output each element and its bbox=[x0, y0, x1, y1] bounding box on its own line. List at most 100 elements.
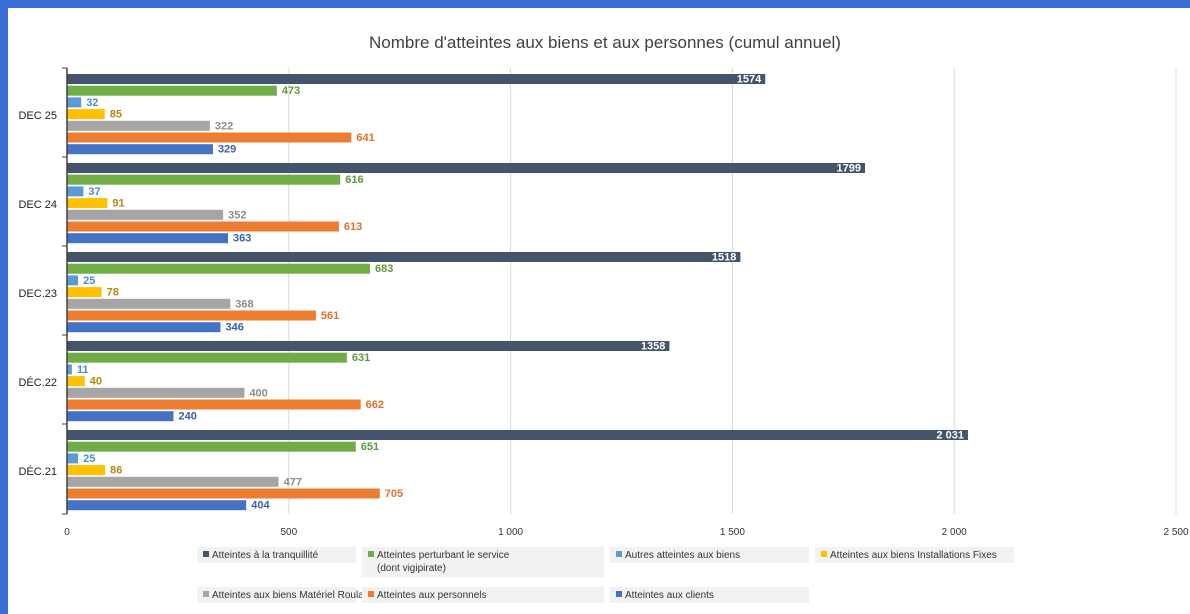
x-tick-label: 500 bbox=[280, 527, 297, 538]
bar bbox=[67, 287, 102, 298]
legend-item-bg bbox=[197, 547, 356, 563]
legend-swatch bbox=[821, 551, 827, 557]
data-label: 240 bbox=[178, 411, 196, 423]
bar bbox=[67, 186, 84, 197]
bar bbox=[67, 399, 361, 410]
data-label: 40 bbox=[90, 376, 102, 388]
data-label: 2 031 bbox=[936, 430, 964, 442]
data-label: 78 bbox=[107, 287, 119, 299]
data-label: 641 bbox=[356, 132, 374, 144]
data-label: 613 bbox=[344, 221, 362, 233]
category-label: DEC.23 bbox=[18, 288, 57, 300]
bar bbox=[67, 465, 106, 476]
category-label: DEC 25 bbox=[18, 110, 57, 122]
x-tick-label: 2 500 bbox=[1163, 527, 1188, 538]
legend-swatch bbox=[616, 591, 622, 597]
category-label: DÉC.21 bbox=[18, 465, 57, 478]
bar bbox=[67, 352, 347, 363]
bar bbox=[67, 209, 224, 220]
legend-label: Autres atteintes aux biens bbox=[625, 550, 740, 561]
bar bbox=[67, 488, 380, 499]
data-label: 352 bbox=[228, 209, 246, 221]
bar bbox=[67, 476, 279, 487]
legend-label: (dont vigipirate) bbox=[377, 563, 446, 574]
legend-label: Atteintes perturbant le service bbox=[377, 550, 510, 561]
bar bbox=[67, 341, 670, 351]
data-label: 683 bbox=[375, 263, 393, 275]
legend-label: Atteintes aux personnels bbox=[377, 590, 487, 601]
data-label: 1574 bbox=[737, 74, 762, 86]
bar bbox=[67, 263, 370, 274]
bar bbox=[67, 411, 174, 422]
data-label: 32 bbox=[86, 97, 98, 109]
legend-item-bg bbox=[197, 587, 356, 603]
legend-label: Atteintes aux biens Matériel Roulant bbox=[212, 590, 372, 601]
bar bbox=[67, 97, 82, 108]
chart-title: Nombre d'atteintes aux biens et aux pers… bbox=[369, 33, 841, 52]
data-label: 11 bbox=[77, 364, 89, 376]
x-tick-label: 0 bbox=[64, 527, 70, 538]
bar bbox=[67, 233, 229, 244]
data-label: 662 bbox=[366, 399, 384, 411]
legend-swatch bbox=[368, 591, 374, 597]
bar bbox=[67, 430, 968, 440]
data-label: 473 bbox=[282, 85, 300, 97]
data-label: 25 bbox=[83, 453, 95, 465]
legend-item-bg bbox=[610, 547, 809, 563]
data-label: 477 bbox=[284, 476, 302, 488]
data-label: 561 bbox=[321, 310, 339, 322]
legend: Atteintes à la tranquillité Atteintes per… bbox=[197, 547, 1014, 603]
bar bbox=[67, 310, 316, 321]
data-label: 85 bbox=[110, 109, 122, 121]
bar bbox=[67, 322, 221, 333]
legend-swatch bbox=[616, 551, 622, 557]
bar bbox=[67, 163, 866, 173]
data-label: 346 bbox=[225, 322, 243, 334]
bar bbox=[67, 453, 79, 464]
legend-item-bg bbox=[815, 547, 1014, 563]
bar bbox=[67, 441, 356, 452]
x-tick-label: 2 000 bbox=[942, 527, 967, 538]
data-label: 91 bbox=[112, 198, 124, 210]
data-labels: 1574 473 32 85 322 641 329 1799 616 37 91 352 613 363… bbox=[77, 74, 964, 512]
bar bbox=[67, 298, 231, 309]
bar bbox=[67, 275, 79, 286]
axes: 0 500 1 000 1 500 2 000 2 500 DEC 25 DEC 24 DEC.… bbox=[18, 67, 1189, 538]
data-label: 37 bbox=[88, 186, 100, 198]
bar bbox=[67, 174, 341, 185]
bar bbox=[67, 109, 105, 120]
legend-label: Atteintes à la tranquillité bbox=[212, 550, 319, 561]
data-label: 705 bbox=[385, 488, 403, 500]
data-label: 363 bbox=[233, 233, 251, 245]
data-label: 616 bbox=[345, 174, 363, 186]
bars bbox=[67, 74, 968, 511]
data-label: 404 bbox=[251, 500, 270, 512]
bar bbox=[67, 198, 108, 209]
data-label: 25 bbox=[83, 275, 95, 287]
bar bbox=[67, 144, 213, 155]
gridlines bbox=[288, 68, 1177, 514]
legend-swatch bbox=[203, 551, 209, 557]
bar bbox=[67, 376, 85, 387]
bar bbox=[67, 500, 247, 511]
legend-swatch bbox=[368, 551, 374, 557]
bar bbox=[67, 252, 741, 262]
data-label: 400 bbox=[249, 387, 267, 399]
data-label: 322 bbox=[215, 120, 233, 132]
category-label: DÉC.22 bbox=[18, 376, 57, 389]
bar bbox=[67, 387, 245, 398]
x-tick-label: 1 500 bbox=[720, 527, 745, 538]
bar bbox=[67, 120, 210, 131]
legend-item-bg bbox=[362, 587, 604, 603]
legend-item-bg bbox=[362, 547, 604, 577]
bar bbox=[67, 132, 352, 143]
data-label: 368 bbox=[235, 298, 253, 310]
data-label: 631 bbox=[352, 352, 370, 364]
data-label: 1358 bbox=[641, 341, 665, 353]
data-label: 651 bbox=[361, 441, 379, 453]
bar bbox=[67, 221, 339, 232]
data-label: 1799 bbox=[837, 163, 861, 175]
x-tick-label: 1 000 bbox=[498, 527, 523, 538]
data-label: 86 bbox=[110, 465, 122, 477]
